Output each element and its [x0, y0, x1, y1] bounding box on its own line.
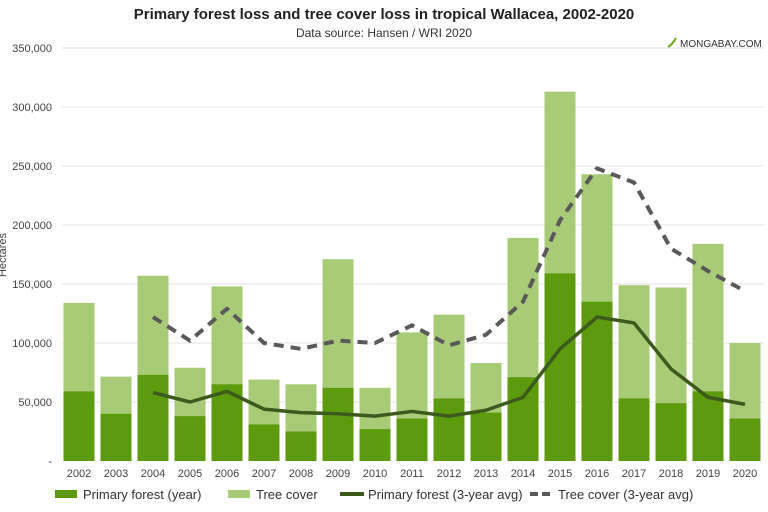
- x-tick-label: 2008: [289, 468, 313, 480]
- y-tick-label: 200,000: [12, 220, 52, 232]
- x-tick-label: 2019: [696, 468, 720, 480]
- legend-label: Primary forest (year): [83, 487, 201, 502]
- primary-forest-avg-line: [152, 315, 746, 418]
- tree-cover-avg-line: [151, 166, 746, 351]
- x-tick-label: 2014: [511, 468, 535, 480]
- primary-forest-bar: [396, 418, 428, 461]
- primary-forest-bar: [581, 301, 613, 461]
- legend-label: Primary forest (3-year avg): [368, 487, 523, 502]
- mongabay-leaf-icon: [667, 37, 677, 48]
- y-tick-label: 250,000: [12, 161, 52, 173]
- y-tick-label: 150,000: [12, 279, 52, 291]
- x-tick-label: 2006: [215, 468, 239, 480]
- primary-forest-bar: [137, 374, 169, 461]
- primary-forest-bar: [618, 398, 650, 461]
- legend-swatch: [55, 490, 77, 498]
- primary-forest-bar: [63, 391, 95, 461]
- x-tick-label: 2015: [548, 468, 572, 480]
- primary-forest-bar: [729, 418, 761, 461]
- y-tick-label: 50,000: [18, 397, 52, 409]
- x-tick-label: 2002: [67, 468, 91, 480]
- x-tick-label: 2011: [400, 468, 424, 480]
- x-tick-label: 2020: [733, 468, 757, 480]
- x-tick-label: 2005: [178, 468, 202, 480]
- watermark: MONGABAY.COM: [667, 37, 762, 50]
- primary-forest-bar: [655, 403, 687, 461]
- x-tick-label: 2012: [437, 468, 461, 480]
- x-tick-label: 2010: [363, 468, 387, 480]
- legend-label: Tree cover (3-year avg): [558, 487, 693, 502]
- primary-forest-bar: [507, 377, 539, 461]
- chart-title: Primary forest loss and tree cover loss …: [134, 6, 635, 23]
- x-tick-label: 2003: [104, 468, 128, 480]
- x-tick-label: 2017: [622, 468, 646, 480]
- primary-forest-bar: [692, 391, 724, 461]
- primary-forest-bar: [433, 398, 465, 461]
- x-tick-label: 2007: [252, 468, 276, 480]
- y-axis-label: Hectares: [0, 232, 9, 277]
- x-tick-label: 2004: [141, 468, 165, 480]
- y-tick-label: -: [48, 456, 52, 468]
- primary-forest-bar: [544, 273, 576, 461]
- x-tick-label: 2013: [474, 468, 498, 480]
- x-tick-label: 2018: [659, 468, 683, 480]
- primary-forest-bar: [470, 412, 502, 461]
- primary-forest-bar: [322, 387, 354, 461]
- x-tick-label: 2009: [326, 468, 350, 480]
- primary-forest-bar: [285, 431, 317, 461]
- legend-label: Tree cover: [256, 487, 318, 502]
- chart-subtitle: Data source: Hansen / WRI 2020: [296, 26, 472, 40]
- primary-forest-bar: [174, 416, 206, 461]
- y-tick-label: 350,000: [12, 43, 52, 55]
- primary-forest-bar: [100, 413, 132, 461]
- y-tick-label: 300,000: [12, 102, 52, 114]
- watermark-text: MONGABAY.COM: [680, 39, 762, 50]
- x-tick-label: 2016: [585, 468, 609, 480]
- legend-swatch: [228, 490, 250, 498]
- primary-forest-bar: [359, 429, 391, 461]
- y-tick-label: 100,000: [12, 338, 52, 350]
- primary-forest-bar: [248, 424, 280, 461]
